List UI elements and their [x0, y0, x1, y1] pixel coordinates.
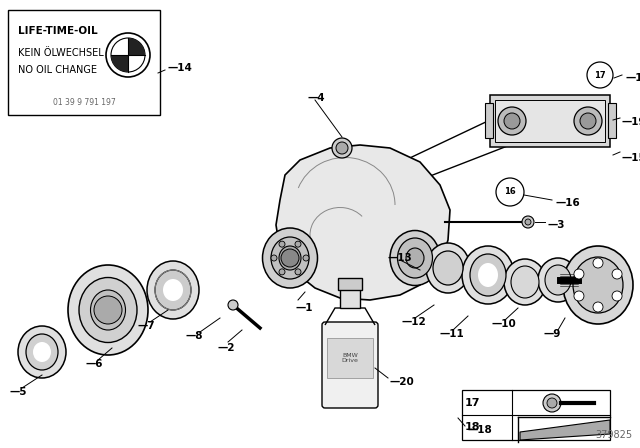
Ellipse shape	[538, 258, 578, 302]
Ellipse shape	[262, 228, 317, 288]
Circle shape	[547, 398, 557, 408]
Text: —19: —19	[622, 117, 640, 127]
Text: —12: —12	[402, 317, 427, 327]
Text: —7: —7	[138, 321, 156, 331]
Circle shape	[106, 33, 150, 77]
Circle shape	[496, 178, 524, 206]
Text: 18: 18	[464, 422, 480, 432]
Text: —11: —11	[440, 329, 465, 339]
Text: 01 39 9 791 197: 01 39 9 791 197	[52, 98, 115, 107]
Circle shape	[587, 62, 613, 88]
Text: —13: —13	[387, 253, 412, 263]
Circle shape	[281, 249, 299, 267]
Ellipse shape	[79, 277, 137, 343]
Text: —20: —20	[390, 377, 415, 387]
Circle shape	[336, 142, 348, 154]
Ellipse shape	[504, 259, 546, 305]
Ellipse shape	[478, 263, 498, 287]
Circle shape	[593, 258, 603, 268]
Ellipse shape	[90, 290, 125, 330]
Circle shape	[504, 113, 520, 129]
Text: —4: —4	[308, 93, 326, 103]
Ellipse shape	[462, 246, 514, 304]
Circle shape	[228, 300, 238, 310]
Circle shape	[295, 269, 301, 275]
Polygon shape	[520, 420, 610, 440]
Text: —17: —17	[625, 73, 640, 83]
Text: —8: —8	[186, 331, 204, 341]
Ellipse shape	[433, 251, 463, 285]
Text: 379825: 379825	[595, 430, 632, 440]
Text: —1: —1	[295, 303, 312, 313]
Bar	[327, 338, 373, 378]
Ellipse shape	[26, 334, 58, 370]
Ellipse shape	[155, 270, 191, 310]
Text: 17: 17	[464, 398, 480, 408]
Circle shape	[525, 219, 531, 225]
Ellipse shape	[68, 265, 148, 355]
Circle shape	[498, 107, 526, 135]
Circle shape	[612, 269, 622, 279]
Circle shape	[543, 394, 561, 412]
Text: KEIN ÖLWECHSEL: KEIN ÖLWECHSEL	[18, 48, 104, 58]
Circle shape	[612, 291, 622, 301]
Circle shape	[279, 241, 285, 247]
Circle shape	[295, 241, 301, 247]
Circle shape	[574, 107, 602, 135]
Ellipse shape	[406, 248, 424, 268]
Text: —9: —9	[544, 329, 561, 339]
Bar	[8, 10, 160, 115]
Circle shape	[332, 138, 352, 158]
Circle shape	[580, 113, 596, 129]
Ellipse shape	[545, 265, 571, 295]
Circle shape	[522, 216, 534, 228]
Bar	[490, 95, 610, 147]
Bar	[485, 103, 493, 138]
Text: —6: —6	[85, 359, 102, 369]
Text: —16: —16	[555, 198, 580, 208]
Text: 16: 16	[504, 188, 516, 197]
Circle shape	[574, 291, 584, 301]
Text: LIFE-TIME-OIL: LIFE-TIME-OIL	[18, 26, 98, 36]
Bar	[338, 278, 362, 290]
Ellipse shape	[563, 246, 633, 324]
Wedge shape	[128, 38, 145, 55]
Bar	[462, 390, 610, 440]
Text: —3: —3	[548, 220, 566, 230]
Text: —10: —10	[492, 319, 516, 329]
Bar	[608, 103, 616, 138]
Bar	[495, 100, 605, 142]
Ellipse shape	[279, 246, 301, 270]
Ellipse shape	[426, 243, 470, 293]
Ellipse shape	[397, 238, 433, 278]
Ellipse shape	[390, 231, 440, 285]
Ellipse shape	[18, 326, 66, 378]
Ellipse shape	[163, 279, 183, 301]
Circle shape	[303, 255, 309, 261]
Text: —5: —5	[10, 387, 28, 397]
Polygon shape	[276, 145, 450, 300]
Circle shape	[279, 269, 285, 275]
Ellipse shape	[511, 266, 539, 298]
Text: NO OIL CHANGE: NO OIL CHANGE	[18, 65, 97, 75]
Circle shape	[574, 269, 584, 279]
Ellipse shape	[33, 342, 51, 362]
Ellipse shape	[573, 257, 623, 313]
Circle shape	[94, 296, 122, 324]
Text: —14: —14	[168, 63, 193, 73]
Ellipse shape	[147, 261, 199, 319]
Text: BMW
Drive: BMW Drive	[342, 353, 358, 363]
Text: —15: —15	[622, 153, 640, 163]
FancyBboxPatch shape	[322, 322, 378, 408]
Wedge shape	[111, 55, 128, 72]
Text: —2: —2	[218, 343, 236, 353]
Circle shape	[271, 255, 277, 261]
Text: 17: 17	[594, 70, 606, 79]
Bar	[340, 286, 360, 308]
Ellipse shape	[470, 254, 506, 296]
Circle shape	[593, 302, 603, 312]
Ellipse shape	[271, 237, 309, 279]
Text: —18: —18	[468, 425, 493, 435]
